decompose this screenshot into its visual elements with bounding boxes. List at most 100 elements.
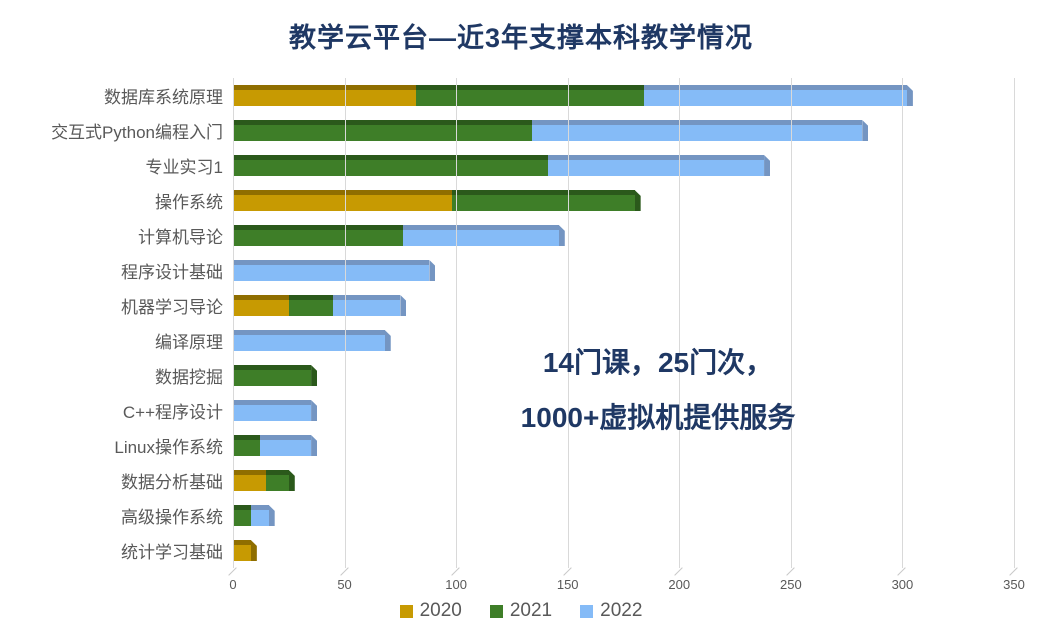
stacked-bar (233, 295, 1014, 316)
tick-mark (674, 567, 684, 576)
legend-item-2021: 2021 (489, 600, 553, 622)
gridline (456, 78, 458, 568)
stacked-bar (233, 225, 1014, 246)
legend-swatch-2022 (580, 604, 594, 618)
stacked-bar (233, 435, 1014, 456)
stacked-bar (233, 330, 1014, 351)
tick-label: 250 (779, 577, 802, 592)
bar-segment-2022 (532, 120, 863, 141)
legend-swatch-2021 (489, 604, 503, 618)
stacked-bar (233, 120, 1014, 141)
category-label: C++程序设计 (122, 403, 223, 422)
bar-end-cap (288, 470, 295, 491)
bar-end-cap (400, 295, 407, 316)
chart-title: 教学云平台—近3年支撑本科教学情况 (288, 23, 753, 53)
bar-segment-2022 (233, 400, 312, 421)
bar-segment-2022 (333, 295, 401, 316)
tick-mark (786, 567, 795, 576)
bar-segment-2021 (451, 190, 635, 211)
bar-segment-2021 (233, 155, 548, 176)
category-label: 数据分析基础 (121, 473, 223, 492)
tick-label: 350 (1003, 577, 1025, 592)
bar-segment-2021 (233, 365, 312, 386)
category-label: 数据挖掘 (155, 368, 223, 387)
annotation-line2: 1000+虚拟机提供服务 (520, 401, 796, 433)
bar-segment-2020 (233, 470, 267, 491)
tick-label: 300 (891, 577, 914, 592)
tick-label: 100 (445, 577, 467, 592)
bar-segment-2020 (233, 295, 289, 316)
legend-item-2020: 2020 (399, 600, 462, 622)
chart-body: 数据库系统原理 交互式Python编程入门 专业实习1 操作系统 计算机导论 程序设计基础… (0, 78, 1015, 568)
tick-mark (339, 567, 349, 576)
bar-end-cap (311, 400, 318, 421)
bar-row (233, 218, 1014, 253)
bar-end-cap (862, 120, 869, 141)
tick-label: 200 (668, 577, 691, 592)
category-label: 高级操作系统 (121, 508, 223, 527)
bar-end-cap (311, 365, 318, 386)
bar-end-cap (250, 540, 257, 561)
tick-label: 50 (337, 577, 352, 592)
bar-row (233, 463, 1014, 498)
legend-label-2020: 2020 (419, 600, 462, 621)
category-label: 统计学习基础 (121, 543, 223, 562)
bar-segment-2022 (259, 435, 312, 456)
bar-segment-2021 (233, 435, 260, 456)
gridline (567, 78, 569, 568)
category-label: 计算机导论 (138, 228, 223, 247)
bar-segment-2021 (288, 295, 334, 316)
stacked-bar (233, 505, 1014, 526)
bar-segment-2021 (233, 505, 251, 526)
bar-end-cap (558, 225, 565, 246)
category-label: 数据库系统原理 (104, 88, 223, 107)
bar-row (233, 323, 1014, 358)
category-label: 专业实习1 (145, 158, 223, 177)
bar-row (233, 78, 1014, 113)
category-label: 编译原理 (155, 333, 223, 352)
bar-row (233, 253, 1014, 288)
legend-item-2022: 2022 (580, 600, 642, 622)
bar-row (233, 393, 1014, 428)
bar-row (233, 428, 1014, 463)
x-axis: 0 50 100 150 200 250 300 350 (228, 567, 1025, 598)
bar-segment-2021 (233, 225, 403, 246)
bar-end-cap (764, 155, 771, 176)
bar-segment-2021 (266, 470, 289, 491)
bar-end-cap (311, 435, 318, 456)
tick-label: 0 (229, 577, 237, 592)
bar-segment-2020 (233, 540, 251, 561)
gridline (344, 78, 346, 568)
bar-segment-2021 (415, 85, 644, 106)
bar-segment-2022 (233, 260, 430, 281)
gridline (902, 78, 904, 568)
gridline (790, 78, 792, 568)
gridline (1014, 78, 1015, 568)
category-label: 机器学习导论 (121, 298, 223, 317)
tick-label: 150 (556, 577, 579, 592)
stacked-bar (233, 365, 1014, 386)
bar-segment-2022 (402, 225, 559, 246)
bar-segment-2021 (233, 120, 532, 141)
bar-end-cap (429, 260, 436, 281)
legend-label-2022: 2022 (600, 600, 643, 621)
stacked-bar (233, 540, 1014, 561)
bar-end-cap (268, 505, 275, 526)
bar-row (233, 288, 1014, 323)
stacked-bar (233, 260, 1014, 281)
stacked-bar (233, 400, 1014, 421)
category-label: Linux操作系统 (114, 438, 223, 457)
legend-label-2021: 2021 (509, 600, 553, 621)
category-label: 程序设计基础 (121, 263, 223, 282)
bar-row (233, 358, 1014, 393)
bar-row (233, 498, 1014, 533)
bar-segment-2020 (233, 190, 452, 211)
bar-end-cap (384, 330, 391, 351)
stacked-bar (233, 155, 1014, 176)
annotation-line1: 14门课，25门次， (542, 347, 774, 378)
plot-area (233, 78, 1015, 568)
tick-mark (1009, 567, 1018, 576)
annotation: 14门课，25门次， 1000+虚拟机提供服务 (428, 347, 888, 434)
bar-rows (233, 78, 1014, 568)
